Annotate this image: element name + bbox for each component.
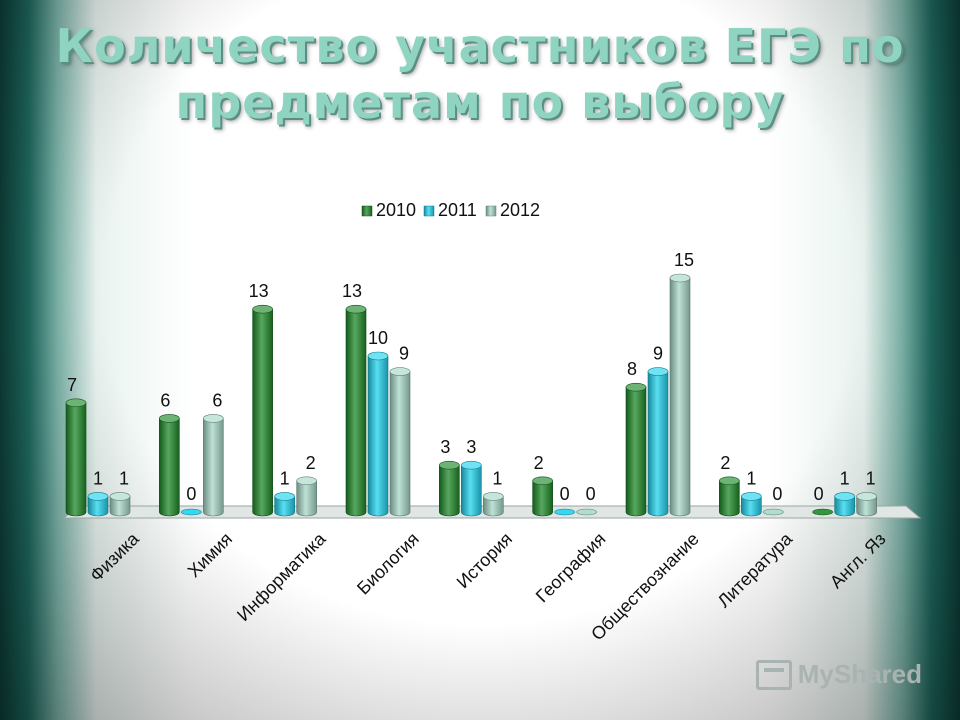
data-label-Информатика-2012: 2 (306, 453, 316, 473)
data-label-Англ. Яз-2010: 0 (814, 484, 824, 504)
bar-Информатика-2011 (274, 496, 295, 517)
title-line-1: Количество участников ЕГЭ по (55, 19, 905, 73)
data-label-Химия-2012: 6 (212, 390, 222, 410)
bar-Англ. Яз-2011 (834, 496, 855, 517)
bar-Физика-2010-cap (65, 398, 87, 408)
category-label-Литература: Литература (714, 528, 797, 611)
watermark: MyShared (755, 659, 922, 690)
bar-История-2010-cap (439, 460, 460, 470)
bar-Информатика-2010 (252, 308, 273, 517)
slide-title: Количество участников ЕГЭ по предметам п… (0, 18, 960, 130)
bar-Физика-2012 (109, 496, 131, 517)
bar-Литература-2011-cap (741, 492, 762, 501)
bar-Информатика-2011-cap (274, 492, 295, 501)
bar-Химия-2010 (159, 418, 180, 517)
bar-Обществознание-2011 (647, 371, 669, 517)
data-label-Литература-2010: 2 (720, 453, 730, 473)
category-label-Физика: Физика (86, 528, 144, 586)
data-label-Литература-2012: 0 (772, 484, 782, 504)
bar-Физика-2011 (87, 496, 109, 517)
bar-Литература-2012 (763, 508, 784, 516)
bar-Информатика-2012-cap (296, 476, 317, 486)
bar-Англ. Яз-2012-cap (856, 492, 877, 501)
bar-История-2011-cap (461, 460, 482, 470)
bar-Химия-2010-cap (159, 414, 180, 423)
legend-label-2010: 2010 (376, 200, 416, 220)
bar-Обществознание-2012 (669, 277, 691, 517)
legend-swatch-2012 (485, 205, 497, 217)
bar-Биология-2011-cap (367, 351, 389, 361)
bar-География-2011 (554, 508, 575, 516)
bar-История-2011 (461, 464, 482, 517)
data-label-Англ. Яз-2011: 1 (840, 468, 850, 488)
bar-Физика-2010 (65, 402, 87, 517)
data-label-Химия-2011: 0 (186, 484, 196, 504)
bar-Химия-2011 (181, 508, 202, 516)
data-label-Физика-2011: 1 (93, 468, 103, 488)
category-label-Англ. Яз: Англ. Яз (826, 529, 890, 593)
bar-География-2010-cap (532, 476, 553, 486)
bar-Биология-2012 (389, 371, 411, 517)
data-label-История-2012: 1 (492, 468, 502, 488)
bar-Обществознание-2012-cap (669, 273, 691, 283)
data-label-История-2010: 3 (440, 437, 450, 457)
bar-Обществознание-2010-cap (625, 382, 647, 392)
bar-Литература-2010 (719, 480, 740, 517)
bar-Биология-2012-cap (389, 367, 411, 376)
legend-label-2012: 2012 (500, 200, 540, 220)
bar-Физика-2011-cap (87, 492, 109, 501)
bar-Обществознание-2010 (625, 386, 647, 517)
data-label-Физика-2010: 7 (67, 375, 77, 395)
data-label-Биология-2010: 13 (342, 281, 362, 301)
legend-swatch-2010 (361, 205, 373, 217)
bar-Англ. Яз-2011-cap (834, 492, 855, 501)
bar-География-2012 (576, 508, 597, 516)
data-label-Обществознание-2012: 15 (674, 250, 694, 270)
bar-Химия-2012-cap (203, 414, 224, 423)
data-label-Химия-2010: 6 (160, 390, 170, 410)
category-label-Биология: Биология (353, 529, 423, 599)
title-line-2: предметам по выбору (175, 75, 785, 129)
bar-Физика-2012-cap (109, 492, 131, 501)
bar-Биология-2010-cap (345, 304, 367, 314)
bar-История-2012-cap (483, 492, 504, 501)
data-label-Обществознание-2011: 9 (653, 344, 663, 364)
data-label-География-2012: 0 (586, 484, 596, 504)
bar-Литература-2010-cap (719, 476, 740, 486)
data-label-География-2010: 2 (534, 453, 544, 473)
data-label-Информатика-2010: 13 (249, 281, 269, 301)
data-label-Обществознание-2010: 8 (627, 359, 637, 379)
bar-Англ. Яз-2010 (812, 508, 833, 516)
bar-Информатика-2010-cap (252, 304, 273, 314)
monitor-icon (755, 659, 792, 690)
data-label-История-2011: 3 (466, 437, 476, 457)
category-label-Химия: Химия (184, 529, 237, 582)
data-label-Литература-2011: 1 (746, 468, 756, 488)
watermark-text: MyShared (797, 659, 922, 689)
bar-Англ. Яз-2012 (856, 496, 877, 517)
data-label-Англ. Яз-2012: 1 (866, 468, 876, 488)
bar-География-2010 (532, 480, 553, 517)
bar-История-2010 (439, 464, 460, 517)
bar-Химия-2012 (203, 418, 224, 517)
legend-swatch-2011 (423, 205, 435, 217)
bar-История-2012 (483, 496, 504, 517)
category-label-История: История (453, 529, 517, 593)
data-label-Биология-2012: 9 (399, 344, 409, 364)
bar-Информатика-2012 (296, 480, 317, 517)
data-label-География-2011: 0 (560, 484, 570, 504)
bar-Обществознание-2011-cap (647, 367, 669, 376)
bar-Литература-2011 (741, 496, 762, 517)
data-label-Информатика-2011: 1 (280, 468, 290, 488)
category-label-География: География (532, 529, 610, 607)
data-label-Биология-2011: 10 (368, 328, 388, 348)
bar-Биология-2011 (367, 355, 389, 517)
data-label-Физика-2012: 1 (119, 468, 129, 488)
bar-Биология-2010 (345, 308, 367, 517)
legend-label-2011: 2011 (438, 200, 477, 220)
category-label-Информатика: Информатика (233, 528, 330, 625)
